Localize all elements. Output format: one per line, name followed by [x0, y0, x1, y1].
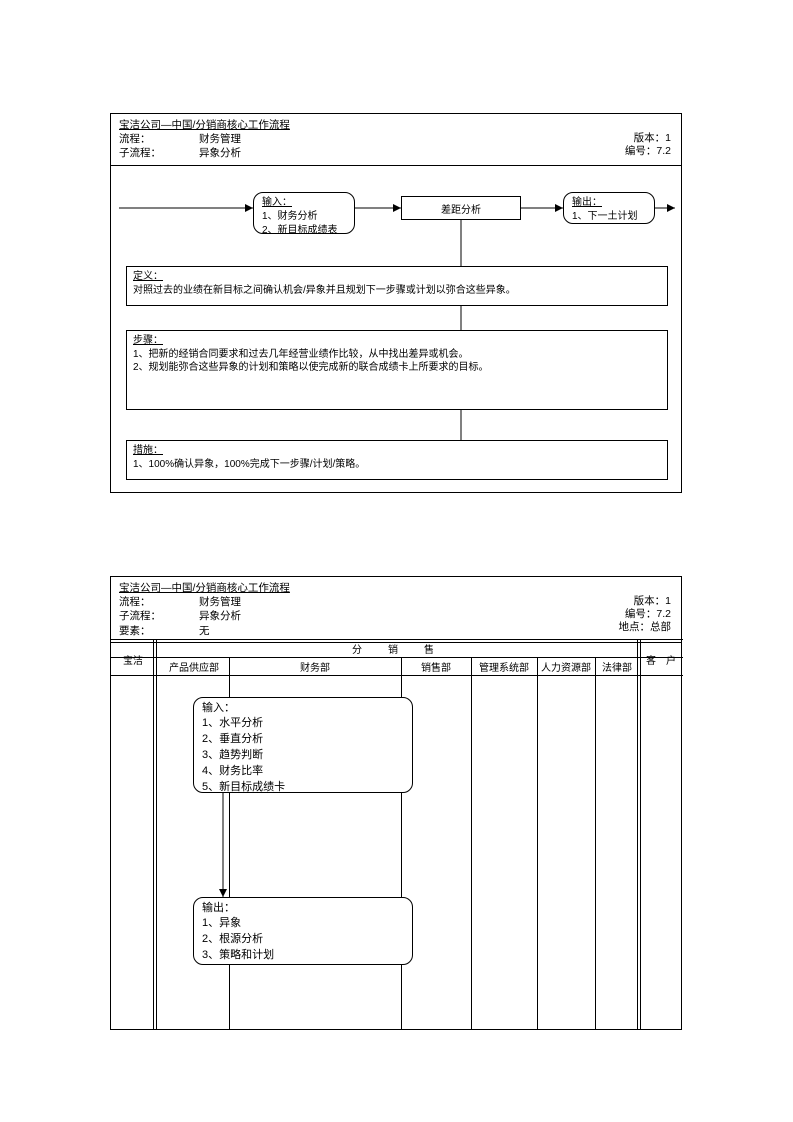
header-value: 财务管理	[179, 595, 673, 609]
header-value: 财务管理	[179, 132, 673, 146]
input-item: 3、趋势判断	[202, 748, 404, 764]
column-label: 管理系统部	[471, 659, 537, 674]
d2-output-box: 输出： 1、异象2、根源分析3、策略和计划	[193, 897, 413, 965]
d1-process-box: 差距分析	[401, 196, 521, 220]
header-label: 要素：	[119, 624, 179, 638]
column-label: 财务部	[229, 659, 401, 674]
d2-input-title: 输入：	[202, 701, 404, 716]
lane-double-divider	[637, 639, 641, 1029]
header-row: 流程：财务管理	[119, 132, 673, 146]
d1-measures-box: 措施： 1、100%确认异象，100%完成下一步骤/计划/策略。	[126, 440, 668, 480]
left-lane-label: 宝洁	[111, 652, 155, 667]
mid-lane-title: 分 销 售	[155, 641, 639, 656]
measure-item: 1、100%确认异象，100%完成下一步骤/计划/策略。	[133, 458, 661, 472]
page: 宝洁公司—中国/分销商核心工作流程 流程：财务管理子流程：异象分析 版本：1编号…	[0, 0, 793, 1122]
step-item: 1、把新的经销合同要求和过去几年经营业绩作比较，从中找出差异或机会。	[133, 348, 661, 362]
column-divider	[595, 657, 596, 1029]
column-label: 人力资源部	[537, 659, 595, 674]
right-lane-label: 客 户	[639, 652, 683, 667]
header-label: 子流程：	[119, 609, 179, 623]
d1-def-title: 定义：	[133, 270, 661, 284]
header-label: 子流程：	[119, 146, 179, 160]
column-label: 产品供应部	[159, 659, 229, 674]
d1-steps-box: 步骤： 1、把新的经销合同要求和过去几年经营业绩作比较，从中找出差异或机会。2、…	[126, 330, 668, 410]
input-item: 2、新目标成绩表	[262, 224, 346, 238]
d1-process-label: 差距分析	[441, 201, 481, 216]
input-item: 2、垂直分析	[202, 732, 404, 748]
input-item: 4、财务比率	[202, 764, 404, 780]
d1-meas-title: 措施：	[133, 444, 661, 458]
output-item: 1、异象	[202, 916, 404, 932]
lane-hline	[111, 675, 683, 676]
header-right-text: 地点：总部	[619, 620, 672, 634]
d1-input-title: 输入：	[262, 197, 292, 208]
d2-title: 宝洁公司—中国/分销商核心工作流程	[119, 581, 673, 595]
d1-def-text: 对照过去的业绩在新目标之间确认机会/异象并且规划下一步骤或计划以弥合这些异象。	[133, 284, 661, 298]
header-row: 要素：无	[119, 624, 673, 638]
header-right-text: 编号：7.2	[625, 144, 671, 158]
header-value: 异象分析	[179, 609, 673, 623]
header-row: 流程：财务管理	[119, 595, 673, 609]
d1-title: 宝洁公司—中国/分销商核心工作流程	[119, 118, 673, 132]
column-label: 销售部	[401, 659, 471, 674]
column-label: 法律部	[595, 659, 639, 674]
header-value: 异象分析	[179, 146, 673, 160]
column-divider	[471, 657, 472, 1029]
d2-input-box: 输入： 1、水平分析2、垂直分析3、趋势判断4、财务比率5、新目标成绩卡	[193, 697, 413, 793]
d1-header: 宝洁公司—中国/分销商核心工作流程 流程：财务管理子流程：异象分析 版本：1编号…	[111, 114, 681, 166]
diagram-2: 宝洁公司—中国/分销商核心工作流程 流程：财务管理子流程：异象分析要素：无 版本…	[110, 576, 682, 1030]
input-item: 1、水平分析	[202, 716, 404, 732]
lane-hline	[111, 639, 683, 640]
lane-hline	[111, 657, 683, 658]
d2-header: 宝洁公司—中国/分销商核心工作流程 流程：财务管理子流程：异象分析要素：无 版本…	[111, 577, 681, 643]
step-item: 2、规划能弥合这些异象的计划和策略以使完成新的联合成绩卡上所要求的目标。	[133, 361, 661, 375]
d1-output-box: 输出： 1、下一土计划	[563, 192, 655, 224]
d1-input-box: 输入： 1、财务分析2、新目标成绩表	[253, 192, 355, 234]
input-item: 5、新目标成绩卡	[202, 780, 404, 796]
input-item: 1、财务分析	[262, 210, 346, 224]
output-item: 1、下一土计划	[572, 210, 646, 224]
header-row: 子流程：异象分析	[119, 609, 673, 623]
header-value: 无	[179, 624, 673, 638]
d2-output-title: 输出：	[202, 901, 404, 916]
lane-double-divider	[153, 639, 157, 1029]
d1-steps-title: 步骤：	[133, 334, 661, 348]
header-label: 流程：	[119, 132, 179, 146]
diagram-1: 宝洁公司—中国/分销商核心工作流程 流程：财务管理子流程：异象分析 版本：1编号…	[110, 113, 682, 493]
d1-definition-box: 定义： 对照过去的业绩在新目标之间确认机会/异象并且规划下一步骤或计划以弥合这些…	[126, 266, 668, 306]
header-row: 子流程：异象分析	[119, 146, 673, 160]
column-divider	[537, 657, 538, 1029]
header-label: 流程：	[119, 595, 179, 609]
output-item: 3、策略和计划	[202, 948, 404, 964]
d1-output-title: 输出：	[572, 197, 602, 208]
output-item: 2、根源分析	[202, 932, 404, 948]
